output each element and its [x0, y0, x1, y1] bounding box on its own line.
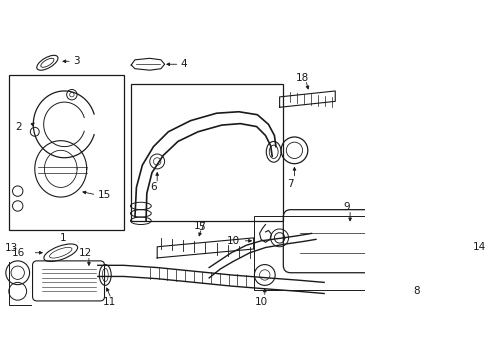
- Text: 2: 2: [16, 122, 22, 132]
- Bar: [131, 84, 283, 221]
- Text: 9: 9: [344, 202, 350, 212]
- Text: 8: 8: [414, 286, 420, 296]
- Bar: [9, 75, 124, 230]
- Text: 1: 1: [60, 233, 66, 243]
- Text: 10: 10: [254, 297, 268, 307]
- Text: 7: 7: [288, 179, 294, 189]
- Text: 18: 18: [296, 73, 309, 82]
- Text: 3: 3: [74, 56, 80, 66]
- Text: 4: 4: [181, 59, 188, 69]
- Text: 14: 14: [472, 242, 486, 252]
- Text: 17: 17: [194, 221, 207, 231]
- Text: 10: 10: [227, 236, 240, 246]
- Text: 11: 11: [102, 297, 116, 307]
- Text: 15: 15: [98, 190, 111, 200]
- Text: 5: 5: [198, 222, 205, 232]
- Text: 6: 6: [150, 183, 157, 192]
- Text: 16: 16: [12, 248, 25, 258]
- Text: 13: 13: [5, 243, 18, 253]
- Text: 12: 12: [78, 248, 92, 258]
- Bar: [254, 216, 413, 290]
